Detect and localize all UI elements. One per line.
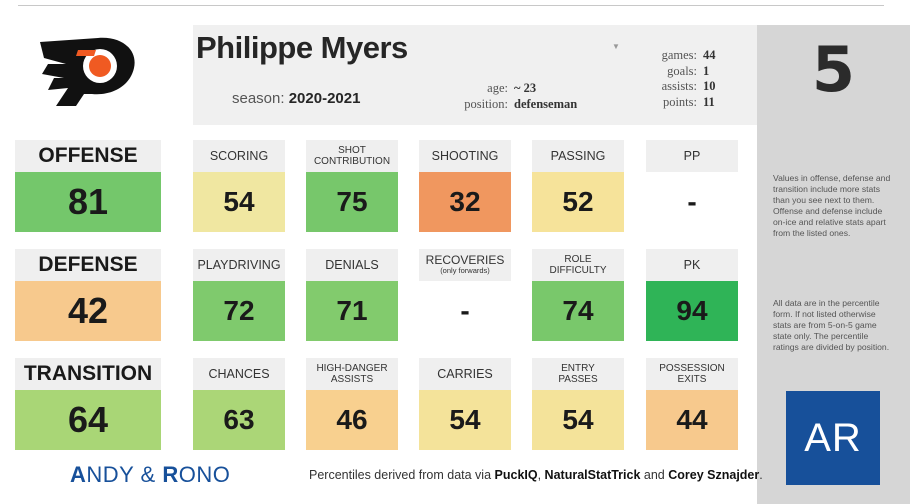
role-difficulty-value: 74 <box>532 281 624 341</box>
pk-value: 94 <box>646 281 738 341</box>
offense-label: OFFENSE <box>15 140 161 172</box>
age-position: age: ~ 23 position: defenseman <box>440 80 630 112</box>
transition-value: 64 <box>15 390 161 450</box>
recoveries-value: - <box>419 281 511 341</box>
ar-logo: AR <box>786 391 880 485</box>
carries-value: 54 <box>419 390 511 450</box>
source-naturalstattrick: NaturalStatTrick <box>544 468 641 482</box>
role-difficulty-label-line: DIFFICULTY <box>549 265 607 276</box>
shot-contribution-value: 75 <box>306 172 398 232</box>
high-danger-assists-value: 46 <box>306 390 398 450</box>
chances-label: CHANCES <box>193 358 285 390</box>
season-label: season: <box>232 90 285 107</box>
note-values: Values in offense, defense and transitio… <box>773 173 891 238</box>
credit-sep: , <box>537 468 545 482</box>
scoring-value: 54 <box>193 172 285 232</box>
chevron-down-icon[interactable]: ▼ <box>612 42 620 51</box>
player-name: Philippe Myers <box>196 30 408 65</box>
role-difficulty-label: ROLE DIFFICULTY <box>532 249 624 281</box>
season-value: 2020-2021 <box>288 90 361 107</box>
points-value: 11 <box>703 94 715 109</box>
entry-passes-label-line: ENTRY <box>561 363 595 374</box>
season-line: season: 2020-2021 <box>232 90 360 107</box>
position-label: position: <box>464 97 508 111</box>
passing-label: PASSING <box>532 140 624 172</box>
season-stats: games: 44 goals: 1 assists: 10 points: 11 <box>625 48 745 110</box>
entry-passes-label: ENTRY PASSES <box>532 358 624 390</box>
scoring-label: SCORING <box>193 140 285 172</box>
assists-value: 10 <box>703 79 716 93</box>
defense-value: 42 <box>15 281 161 341</box>
offense-value: 81 <box>15 172 161 232</box>
entry-passes-value: 54 <box>532 390 624 450</box>
carries-label-line: CARRIES <box>437 367 493 381</box>
chances-value: 63 <box>193 390 285 450</box>
denials-value: 71 <box>306 281 398 341</box>
passing-value: 52 <box>532 172 624 232</box>
pk-label: PK <box>646 249 738 281</box>
possession-exits-label-line: POSSESSION <box>659 363 725 374</box>
goals-value: 1 <box>703 63 710 78</box>
shooting-label-line: SHOOTING <box>431 149 499 163</box>
transition-label: TRANSITION <box>15 358 161 390</box>
high-danger-assists-label: HIGH-DANGER ASSISTS <box>306 358 398 390</box>
high-danger-assists-label-line: ASSISTS <box>330 374 374 385</box>
games-value: 44 <box>703 48 716 62</box>
shooting-label: SHOOTING <box>419 140 511 172</box>
defense-label: DEFENSE <box>15 249 161 281</box>
playdriving-label-line: PLAYDRIVING <box>197 258 281 272</box>
games-label: games: <box>661 48 697 62</box>
chances-label-line: CHANCES <box>208 367 270 381</box>
jersey-number: 5 <box>811 33 856 106</box>
andy-rono-brand: ANDY & RONO <box>70 462 230 488</box>
age-label: age: <box>487 81 508 95</box>
pp-value: - <box>646 172 738 232</box>
recoveries-label-line: RECOVERIES <box>425 253 505 267</box>
carries-label: CARRIES <box>419 358 511 390</box>
data-credit: Percentiles derived from data via PuckIQ… <box>309 468 763 482</box>
possession-exits-label-line: EXITS <box>677 374 707 385</box>
scoring-label-line: SCORING <box>209 149 269 163</box>
top-divider <box>18 5 884 6</box>
assists-label: assists: <box>661 79 697 93</box>
source-puckiq: PuckIQ <box>494 468 538 482</box>
player-header <box>193 25 758 125</box>
high-danger-assists-label-line: HIGH-DANGER <box>316 363 388 374</box>
brand-r: R <box>162 462 179 487</box>
goals-label: goals: <box>667 63 697 78</box>
denials-label: DENIALS <box>306 249 398 281</box>
recoveries-label: RECOVERIES (only forwards) <box>419 249 511 281</box>
passing-label-line: PASSING <box>550 149 606 163</box>
pk-label-line: PK <box>683 258 701 272</box>
pp-label-line: PP <box>683 149 701 163</box>
pp-label: PP <box>646 140 738 172</box>
possession-exits-label: POSSESSION EXITS <box>646 358 738 390</box>
shot-contribution-label-line: CONTRIBUTION <box>313 156 391 167</box>
source-corey-sznajder: Corey Sznajder <box>668 468 760 482</box>
playdriving-label: PLAYDRIVING <box>193 249 285 281</box>
philadelphia-flyers-logo <box>40 37 135 106</box>
position-value: defenseman <box>514 97 578 111</box>
possession-exits-value: 44 <box>646 390 738 450</box>
brand-ono: ONO <box>178 462 231 487</box>
credit-and: and <box>640 468 669 482</box>
age-value: ~ 23 <box>514 81 537 95</box>
shooting-value: 32 <box>419 172 511 232</box>
recoveries-sublabel: (only forwards) <box>440 266 490 275</box>
entry-passes-label-line: PASSES <box>558 374 598 385</box>
credit-end: . <box>759 468 763 482</box>
shot-contribution-label: SHOT CONTRIBUTION <box>306 140 398 172</box>
brand-a: A <box>70 462 87 487</box>
brand-ndy: NDY & <box>86 462 163 487</box>
shot-contribution-label-line: SHOT <box>338 145 366 156</box>
playdriving-value: 72 <box>193 281 285 341</box>
role-difficulty-label-line: ROLE <box>564 254 592 265</box>
points-label: points: <box>662 94 697 109</box>
note-percentile: All data are in the percentile form. If … <box>773 298 890 352</box>
credit-prefix: Percentiles derived from data via <box>309 468 495 482</box>
denials-label-line: DENIALS <box>325 258 379 272</box>
